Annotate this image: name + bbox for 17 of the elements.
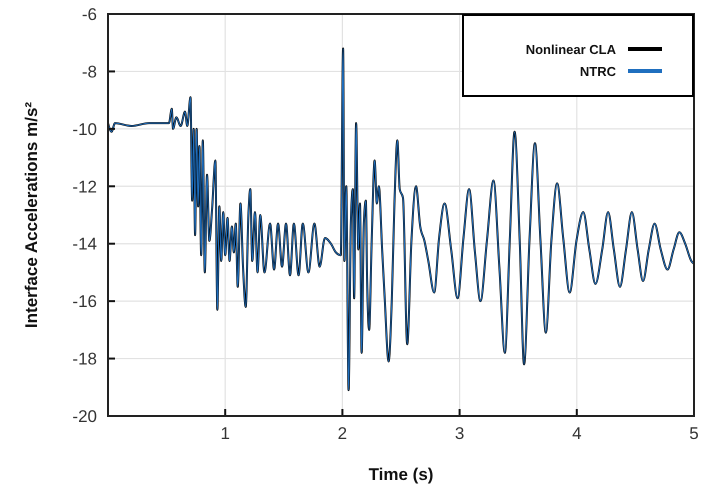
- y-tick-label: -6: [82, 5, 97, 24]
- x-tick-label: 5: [689, 424, 699, 444]
- x-tick-label: 3: [454, 424, 464, 444]
- y-tick-label: -12: [72, 177, 97, 196]
- y-tick-label: -18: [72, 350, 97, 369]
- y-tick-label: -8: [82, 62, 97, 82]
- x-axis-title: Time (s): [368, 465, 434, 484]
- x-tick-label: 1: [220, 424, 230, 444]
- legend-label: NTRC: [580, 64, 616, 78]
- y-tick-label: -10: [72, 120, 97, 139]
- y-axis-title: Interface Accelerations m/s²: [22, 102, 40, 328]
- x-tick-label: 2: [338, 424, 348, 444]
- y-tick-label: -14: [72, 234, 97, 254]
- legend-label: Nonlinear CLA: [526, 42, 616, 56]
- y-tick-label: -20: [72, 407, 97, 426]
- x-tick-label: 4: [572, 424, 582, 444]
- y-tick-label: -16: [72, 292, 97, 312]
